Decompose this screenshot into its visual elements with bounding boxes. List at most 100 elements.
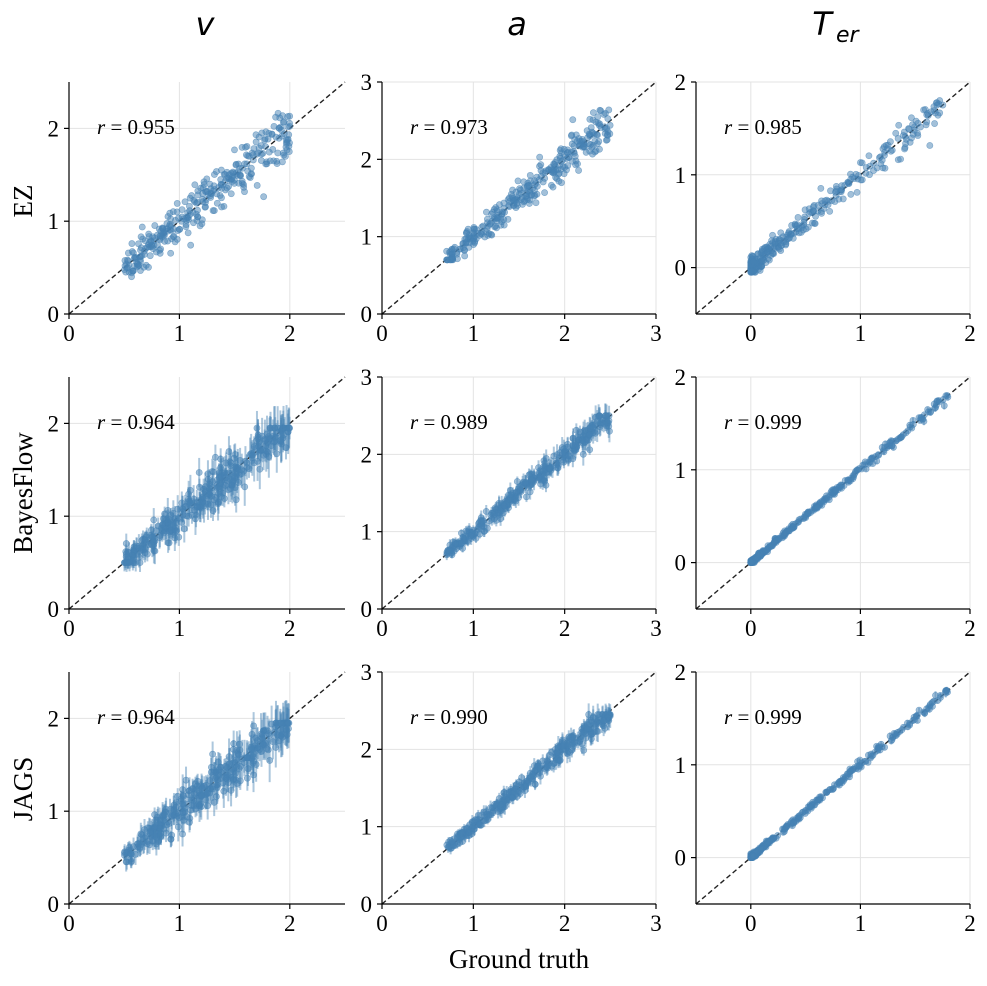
x-tick-label-2: 2 <box>284 321 296 346</box>
data-point <box>454 255 461 263</box>
data-point <box>138 223 146 231</box>
data-point <box>487 230 495 238</box>
data-point <box>857 159 864 166</box>
data-point <box>209 507 217 515</box>
data-point <box>178 499 186 507</box>
x-tick-label-0: 0 <box>63 321 75 346</box>
x-tick-label-2: 2 <box>284 616 296 641</box>
y-tick-label-2: 2 <box>361 442 373 467</box>
data-point <box>483 208 490 216</box>
data-point <box>838 186 845 194</box>
data-point <box>232 161 240 169</box>
data-point <box>887 737 895 745</box>
data-point <box>223 174 231 182</box>
data-point <box>238 470 245 478</box>
data-point <box>168 831 176 839</box>
data-point <box>589 423 597 431</box>
data-point <box>596 122 603 129</box>
data-point <box>595 711 603 719</box>
data-point <box>586 115 594 123</box>
data-point <box>905 125 912 132</box>
data-point <box>227 190 235 198</box>
data-point <box>588 143 596 151</box>
data-point <box>193 199 200 207</box>
data-point <box>847 170 854 178</box>
data-point <box>814 503 821 511</box>
data-point <box>536 153 544 161</box>
data-point <box>493 207 501 215</box>
data-point <box>568 131 576 139</box>
data-point <box>800 513 808 521</box>
data-point <box>203 175 211 183</box>
y-tick-label-2: 2 <box>48 706 60 731</box>
data-point <box>476 231 484 239</box>
data-point <box>136 547 144 555</box>
y-tick-label-0: 0 <box>48 892 60 917</box>
data-point <box>532 199 540 207</box>
data-point <box>497 801 505 808</box>
data-point <box>579 450 587 458</box>
data-point <box>931 120 938 127</box>
data-point <box>256 465 264 473</box>
data-point <box>553 156 561 164</box>
data-point <box>129 267 137 275</box>
data-point <box>873 457 881 465</box>
data-point <box>513 200 521 207</box>
y-tick-label-2: 2 <box>48 411 60 436</box>
data-point <box>590 109 597 117</box>
data-point <box>261 435 269 443</box>
data-point <box>126 559 133 566</box>
data-point <box>275 124 283 132</box>
data-point <box>537 172 545 180</box>
data-point <box>231 463 239 471</box>
data-point <box>195 469 203 476</box>
data-point <box>596 145 603 153</box>
data-point <box>779 828 787 836</box>
data-point <box>273 160 281 168</box>
data-point <box>545 465 553 473</box>
data-point <box>569 442 577 449</box>
row-label-bayesflow: BayesFlow <box>8 432 38 554</box>
data-point <box>470 822 478 830</box>
data-point <box>500 793 507 800</box>
data-point <box>515 494 522 502</box>
y-tick-label-3: 3 <box>361 365 373 390</box>
data-point <box>238 177 246 185</box>
data-point <box>560 170 568 178</box>
data-point <box>220 202 228 210</box>
data-point <box>492 222 499 230</box>
data-point <box>576 738 584 745</box>
data-point <box>565 153 572 161</box>
data-point <box>908 114 915 122</box>
data-point <box>178 518 186 526</box>
data-point <box>467 532 475 539</box>
data-point <box>894 156 902 164</box>
data-point <box>274 424 282 432</box>
data-point <box>537 167 545 174</box>
y-tick-label-3: 3 <box>361 660 373 685</box>
data-point <box>558 149 565 157</box>
data-point <box>470 224 478 231</box>
data-point <box>594 727 602 735</box>
data-point <box>871 748 879 756</box>
data-point <box>505 202 513 210</box>
x-tick-label-2: 2 <box>559 321 571 346</box>
data-point <box>870 167 877 174</box>
data-point <box>260 193 268 201</box>
data-point <box>909 416 917 424</box>
data-point <box>448 838 456 845</box>
data-point <box>580 746 588 754</box>
data-point <box>507 491 515 499</box>
data-point <box>151 823 159 831</box>
correlation-label: r = 0.999 <box>724 410 802 434</box>
data-point <box>548 181 555 189</box>
data-point <box>444 547 452 554</box>
x-tick-label-3: 3 <box>650 321 662 346</box>
data-point <box>927 408 935 415</box>
panel-ez-a: 0 1 2 3 0 1 2 3 r = 0.973 <box>361 70 662 346</box>
data-point <box>528 476 536 484</box>
data-point <box>921 411 928 419</box>
data-point <box>544 757 551 765</box>
data-point <box>842 774 849 782</box>
data-point <box>553 451 561 459</box>
